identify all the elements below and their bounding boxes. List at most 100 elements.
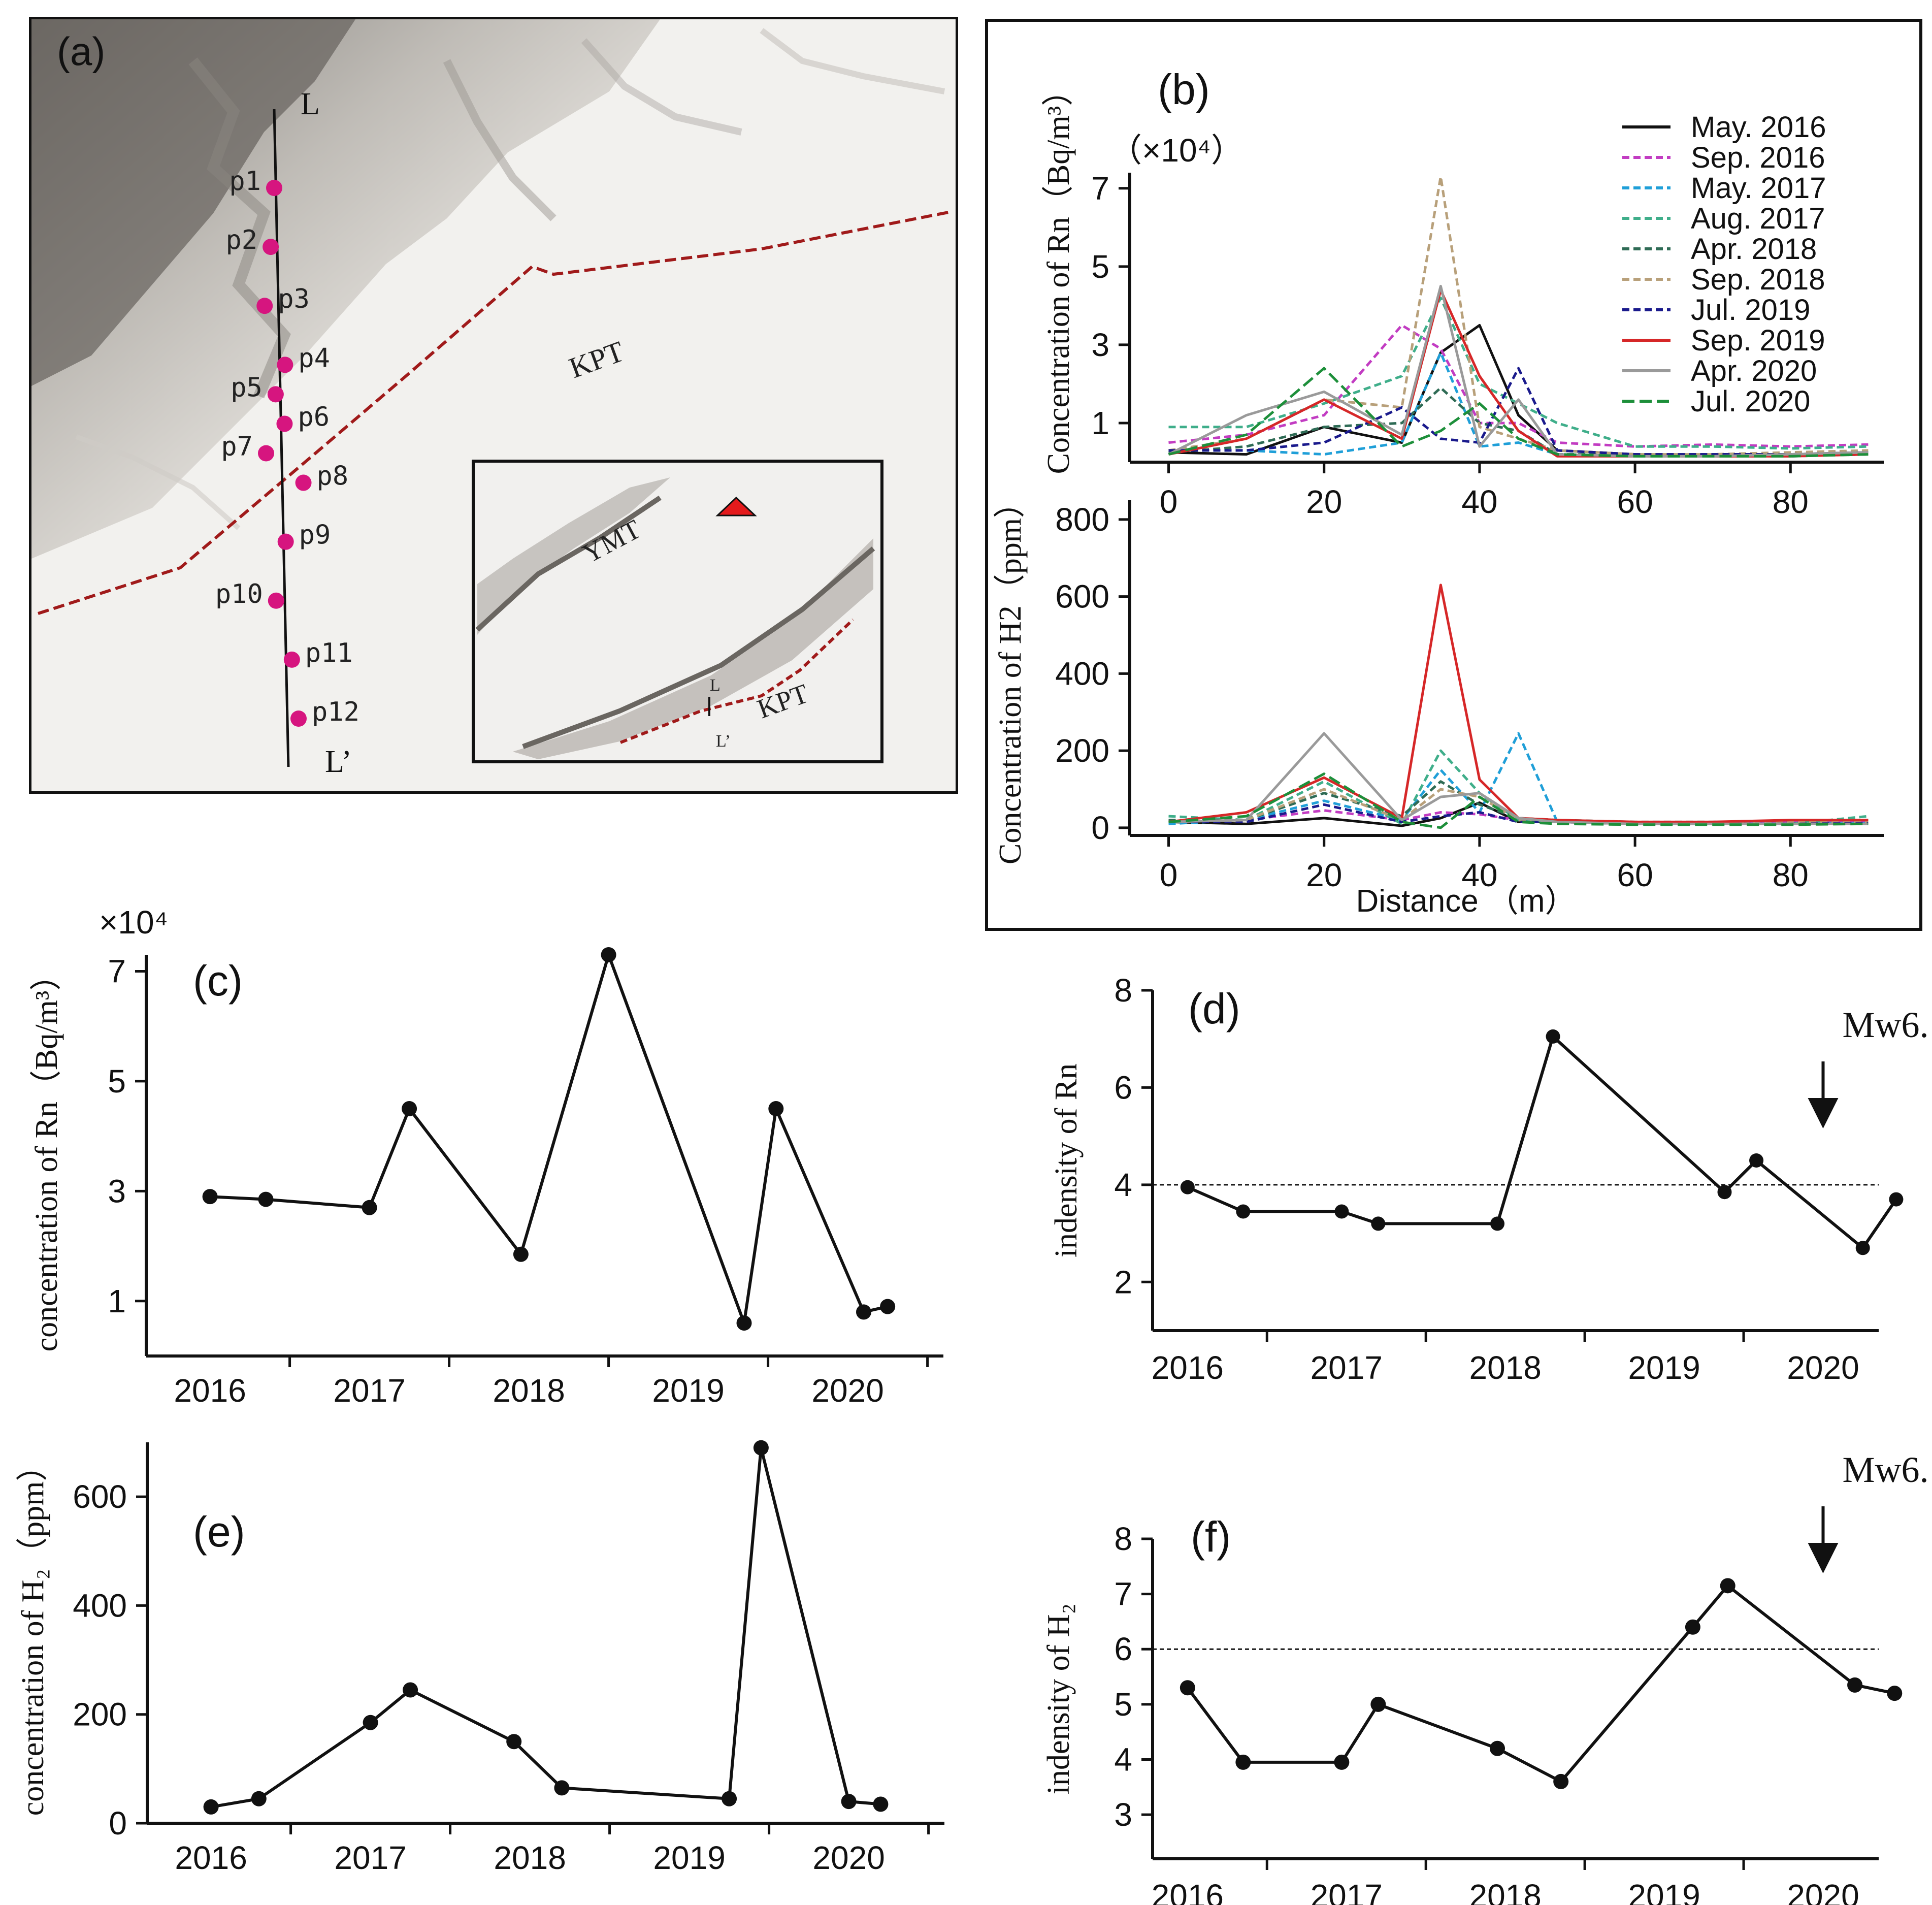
x-tick-label: 2020 xyxy=(811,1372,883,1409)
x-tick-label: 40 xyxy=(1461,857,1497,893)
sampling-point-label: p4 xyxy=(298,343,330,373)
x-tick-label: 2019 xyxy=(1628,1878,1700,1905)
sampling-point-label: p3 xyxy=(278,284,310,314)
data-point xyxy=(251,1791,267,1806)
panel-label: (d) xyxy=(1188,985,1240,1032)
sampling-point-label: p7 xyxy=(221,432,253,462)
y-axis-unit: ×10⁴ xyxy=(99,904,168,941)
legend-item-label: Sep. 2019 xyxy=(1691,324,1825,357)
legend-item-label: May. 2017 xyxy=(1691,172,1826,205)
inset-map: YMT KPT L L’ xyxy=(472,460,883,763)
legend-item-label: Sep. 2018 xyxy=(1691,263,1825,296)
x-tick-label: 60 xyxy=(1617,483,1653,520)
y-axis-unit: （×10⁴） xyxy=(1109,132,1243,169)
data-point xyxy=(1889,1192,1904,1207)
x-tick-label: 2019 xyxy=(1628,1349,1700,1386)
study-area-triangle-icon xyxy=(715,496,757,516)
data-point xyxy=(1490,1216,1505,1231)
x-tick-label: 2018 xyxy=(494,1839,566,1876)
panel-a-label: (a) xyxy=(57,29,105,74)
series-line-f xyxy=(1186,1584,1895,1783)
data-point xyxy=(1887,1686,1903,1701)
y-tick-label: 200 xyxy=(1055,732,1109,769)
series-line-c xyxy=(210,953,888,1325)
series-line-d xyxy=(1187,1035,1897,1250)
legend-item-label: Apr. 2020 xyxy=(1691,354,1817,388)
y-tick-label: 800 xyxy=(1055,501,1109,538)
y-tick-label: 6 xyxy=(1114,1069,1132,1106)
data-point xyxy=(1236,1204,1251,1219)
data-point xyxy=(1720,1578,1735,1594)
y-tick-label: 400 xyxy=(73,1587,127,1624)
x-tick-label: 2020 xyxy=(1787,1878,1859,1905)
panel-label: (f) xyxy=(1191,1513,1231,1561)
data-point xyxy=(258,1191,274,1207)
series-line-e xyxy=(211,1446,881,1809)
rn-intensity-chart: 2 4 6 8 2016 2017 2018 2019 2020 (d) indensity of … xyxy=(1049,972,1932,1386)
x-tick-label: 2016 xyxy=(1152,1349,1224,1386)
data-point xyxy=(403,1682,418,1698)
y-tick-label: 7 xyxy=(1091,170,1109,207)
x-tick-label: 0 xyxy=(1160,857,1178,893)
data-point xyxy=(1490,1740,1505,1756)
y-tick-label: 7 xyxy=(108,953,126,989)
x-tick-label: 0 xyxy=(1160,483,1178,520)
data-point xyxy=(1546,1029,1560,1044)
inset-lp-label: L’ xyxy=(716,732,731,751)
y-axis-title: concentration of Rn（Bq/m³） xyxy=(29,959,64,1352)
data-point xyxy=(880,1299,896,1314)
profile-start-label: L xyxy=(301,87,320,121)
sampling-point-label: p5 xyxy=(231,372,263,403)
sampling-point-p3 xyxy=(256,298,273,314)
sampling-point-label: p2 xyxy=(225,225,257,255)
y-tick-label: 5 xyxy=(1091,248,1109,285)
x-tick-label: 2017 xyxy=(1311,1349,1383,1386)
inset-l-label: L xyxy=(710,676,721,695)
series-line-jul-2020 xyxy=(1168,367,1869,458)
y-tick-label: 8 xyxy=(1114,1521,1132,1557)
x-tick-label: 80 xyxy=(1773,483,1809,520)
rn-profile-chart: 1 3 5 7 0 20 40 60 80 (b) Concentration of Rn（Bq/m… xyxy=(1041,66,1884,520)
y-tick-label: 600 xyxy=(73,1478,127,1515)
y-tick-label: 1 xyxy=(108,1283,126,1319)
x-tick-label: 2019 xyxy=(653,1839,725,1876)
y-tick-label: 5 xyxy=(108,1063,126,1100)
data-point xyxy=(1180,1680,1195,1696)
y-tick-label: 8 xyxy=(1114,972,1132,1009)
data-point xyxy=(363,1715,378,1730)
y-axis-title: Concentration of Rn（Bq/m³） xyxy=(1041,75,1076,474)
data-point xyxy=(1371,1216,1386,1231)
sampling-point-p10 xyxy=(268,592,284,609)
sampling-point-label: p6 xyxy=(298,402,330,432)
y-tick-label: 1 xyxy=(1091,405,1109,441)
legend-item-label: May. 2016 xyxy=(1691,111,1826,144)
legend-item-label: Apr. 2018 xyxy=(1691,233,1817,266)
y-tick-label: 0 xyxy=(109,1805,127,1842)
series-line-may-2017 xyxy=(1168,732,1869,825)
y-tick-label: 3 xyxy=(1091,327,1109,363)
x-tick-label: 2018 xyxy=(1469,1878,1541,1905)
data-point xyxy=(1685,1619,1700,1635)
x-tick-label: 2016 xyxy=(1152,1878,1224,1905)
sampling-point-p6 xyxy=(276,415,293,432)
y-tick-label: 4 xyxy=(1114,1167,1132,1203)
legend-item-label: Sep. 2016 xyxy=(1691,141,1825,174)
sampling-point-label: p8 xyxy=(317,461,349,492)
y-tick-label: 5 xyxy=(1114,1686,1132,1723)
data-point xyxy=(753,1440,769,1456)
h2-concentration-chart: 0 200 400 600 2016 2017 2018 2019 2020 (e) concent… xyxy=(16,1440,944,1876)
y-tick-label: 6 xyxy=(1114,1631,1132,1667)
x-tick-label: 2018 xyxy=(1469,1349,1541,1386)
y-tick-label: 4 xyxy=(1114,1741,1132,1778)
x-tick-label: 60 xyxy=(1617,857,1653,893)
y-axis-title: Concentration of H2（ppm） xyxy=(993,487,1028,864)
sampling-point-p11 xyxy=(283,651,300,668)
x-tick-label: 2016 xyxy=(175,1839,247,1876)
earthquake-annotation: Mw6. 0 xyxy=(1842,1005,1932,1045)
x-tick-label: 2017 xyxy=(334,1839,406,1876)
sampling-point-p8 xyxy=(295,474,312,491)
data-point xyxy=(362,1200,377,1215)
data-point xyxy=(1180,1180,1195,1194)
data-point xyxy=(856,1304,871,1320)
